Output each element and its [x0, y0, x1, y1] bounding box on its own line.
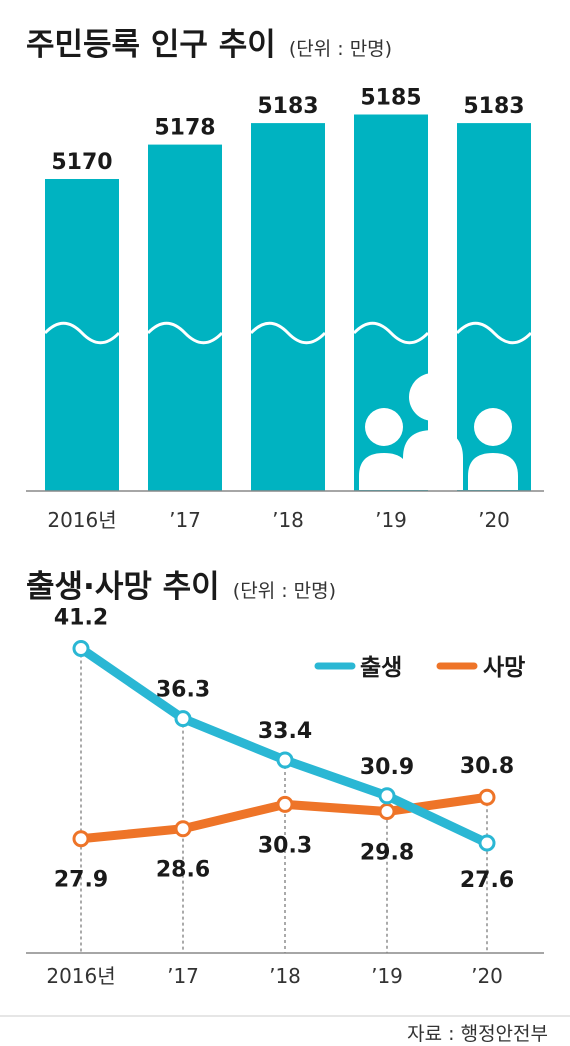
chart2-legend: 출생 사망: [314, 655, 525, 681]
series-1-label-0: 27.9: [54, 868, 108, 893]
source-note: 자료 : 행정안전부: [407, 1023, 548, 1045]
bar-label-2: 5183: [257, 94, 318, 119]
series-1-point-0: [72, 830, 90, 848]
series-1-point-4: [478, 788, 496, 806]
chart2-guides: [80, 648, 488, 953]
bar-2: [251, 123, 325, 491]
series-1-label-2: 30.3: [258, 833, 312, 858]
bar-label-0: 5170: [51, 150, 112, 175]
bar-label-3: 5185: [360, 86, 421, 111]
line-xtick-4: ’20: [471, 964, 503, 988]
chart1-value-labels: 5170 5178 5183 5185 5183: [51, 86, 524, 176]
people-icon: [359, 373, 518, 490]
series-0-label-0: 41.2: [54, 606, 108, 631]
chart2-x-axis: 2016년 ’17 ’18 ’19 ’20: [46, 964, 503, 988]
axis-break-3: [352, 321, 430, 345]
series-0-point-0: [72, 640, 90, 658]
bar-label-1: 5178: [154, 116, 215, 141]
legend-death-label: 사망: [483, 655, 525, 681]
chart1-title: 주민등록 인구 추이: [26, 27, 276, 63]
series-1-label-4: 30.8: [460, 754, 514, 779]
chart2-series: [72, 640, 496, 852]
series-0-point-3: [378, 787, 396, 805]
series-1-label-3: 29.8: [360, 841, 414, 866]
chart2-unit: (단위 : 만명): [233, 580, 336, 602]
chart1-title-group: 주민등록 인구 추이 (단위 : 만명): [26, 27, 392, 63]
series-0-label-3: 30.9: [360, 755, 414, 780]
chart2-title-group: 출생·사망 추이 (단위 : 만명): [26, 569, 336, 605]
series-1-point-2: [276, 795, 294, 813]
series-line-0: [76, 644, 492, 848]
line-xtick-2: ’18: [269, 964, 301, 988]
chart1-unit: (단위 : 만명): [289, 38, 392, 60]
chart2-point-labels: 41.2 36.3 33.4 30.9 27.6 27.9 28.6 30.3 29.8 30.8: [54, 606, 514, 893]
series-1-label-1: 28.6: [156, 858, 210, 883]
bar-xtick-2: ’18: [272, 508, 304, 532]
line-xtick-1: ’17: [167, 964, 199, 988]
legend-birth-label: 출생: [360, 655, 402, 681]
bar-xtick-1: ’17: [169, 508, 201, 532]
line-xtick-3: ’19: [371, 964, 403, 988]
series-1-point-3: [378, 803, 396, 821]
series-0-point-4: [478, 834, 496, 852]
axis-break-2: [249, 321, 327, 345]
chart1-x-axis: 2016년 ’17 ’18 ’19 ’20: [47, 508, 510, 532]
bar-xtick-3: ’19: [375, 508, 407, 532]
series-1-point-1: [174, 820, 192, 838]
bar-xtick-0: 2016년: [47, 508, 116, 532]
series-0-label-2: 33.4: [258, 719, 312, 744]
series-0-label-1: 36.3: [156, 678, 210, 703]
series-0-label-4: 27.6: [460, 868, 514, 893]
line-xtick-0: 2016년: [46, 964, 115, 988]
bar-label-4: 5183: [463, 94, 524, 119]
series-0-point-2: [276, 751, 294, 769]
axis-break-1: [146, 321, 224, 345]
bar-xtick-4: ’20: [478, 508, 510, 532]
chart2-title: 출생·사망 추이: [26, 569, 220, 605]
axis-break-4: [455, 321, 533, 345]
chart1-bars: [43, 114, 533, 491]
series-0-point-1: [174, 710, 192, 728]
axis-break-0: [43, 321, 121, 345]
bar-1: [148, 144, 222, 491]
